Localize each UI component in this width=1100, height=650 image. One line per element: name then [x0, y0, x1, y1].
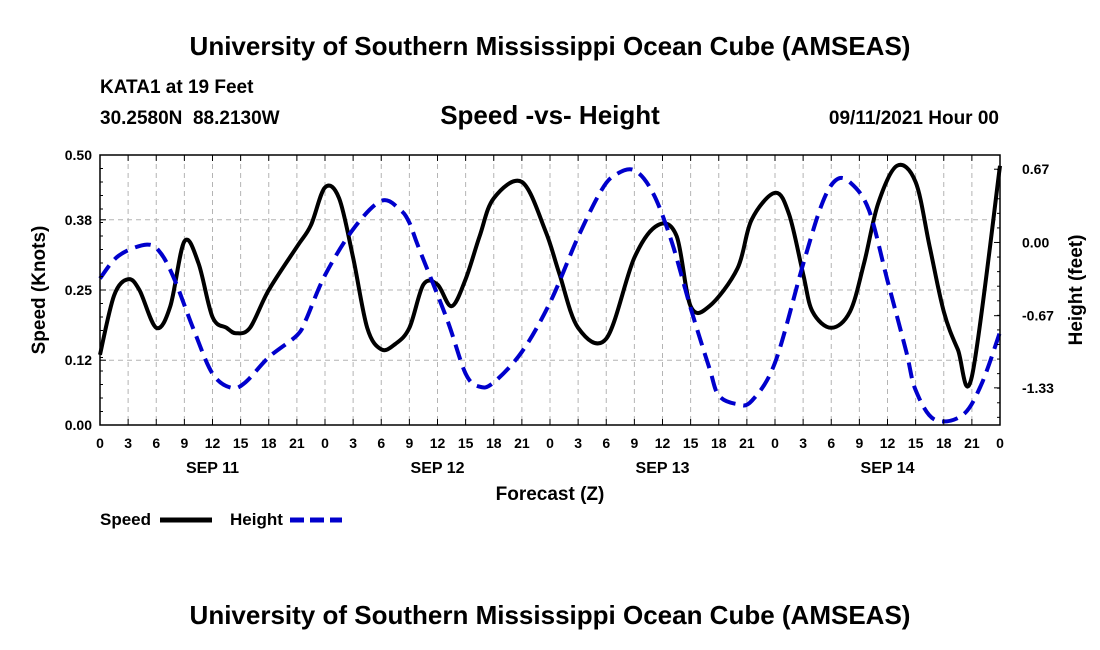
day-label: SEP 11	[186, 460, 239, 477]
x-tick-label: 21	[514, 435, 530, 451]
x-tick-label: 12	[880, 435, 896, 451]
x-tick-label: 12	[205, 435, 221, 451]
day-label: SEP 13	[636, 460, 690, 477]
x-tick-label: 0	[771, 435, 779, 451]
x-axis-label: Forecast (Z)	[496, 484, 605, 505]
legend-speed-label: Speed	[100, 510, 151, 529]
y-tick-label: 0.00	[65, 417, 92, 433]
x-tick-label: 15	[458, 435, 474, 451]
footer-title: University of Southern Mississippi Ocean…	[190, 600, 911, 630]
y2-tick-label: 0.67	[1022, 161, 1049, 177]
x-tick-label: 15	[233, 435, 249, 451]
x-tick-label: 21	[289, 435, 305, 451]
y-tick-label: 0.50	[65, 147, 92, 163]
x-tick-label: 0	[996, 435, 1004, 451]
x-tick-label: 3	[799, 435, 807, 451]
x-tick-label: 3	[349, 435, 357, 451]
day-label: SEP 12	[411, 460, 465, 477]
x-tick-label: 9	[630, 435, 638, 451]
station-line: KATA1 at 19 Feet	[100, 77, 254, 98]
datetime-label: 09/11/2021 Hour 00	[829, 108, 999, 129]
y-axis-label: Speed (Knots)	[29, 226, 50, 355]
x-tick-label: 12	[430, 435, 446, 451]
x-tick-label: 12	[655, 435, 671, 451]
x-tick-label: 6	[827, 435, 835, 451]
day-label: SEP 14	[861, 460, 915, 477]
x-tick-label: 0	[321, 435, 329, 451]
legend-height-label: Height	[230, 510, 283, 529]
y2-tick-label: -0.67	[1022, 308, 1054, 324]
x-tick-label: 9	[405, 435, 413, 451]
x-tick-label: 18	[711, 435, 727, 451]
header-title: University of Southern Mississippi Ocean…	[190, 31, 911, 61]
x-tick-label: 18	[936, 435, 952, 451]
x-tick-label: 9	[855, 435, 863, 451]
x-tick-label: 18	[261, 435, 277, 451]
plot-series	[98, 162, 1002, 424]
x-tick-label: 0	[96, 435, 104, 451]
x-tick-label: 3	[574, 435, 582, 451]
y2-tick-label: -1.33	[1022, 380, 1054, 396]
plot-grid	[100, 155, 1000, 425]
height-series-line	[98, 167, 1002, 424]
speed-series-line	[98, 162, 1002, 389]
legend: Speed Height	[100, 510, 342, 529]
plot-ticks: 0 3 6 9 12 15 18 21 0 3 6 9 12 15 18 21 0 3 6 9 12 15 18 21 0 3 6 9…	[65, 147, 1054, 477]
y2-axis-label: Height (feet)	[1066, 235, 1087, 346]
y-tick-label: 0.12	[65, 352, 92, 368]
coords-line: 30.2580N 88.2130W	[100, 108, 280, 129]
chart-title: Speed -vs- Height	[440, 100, 660, 130]
x-tick-label: 15	[683, 435, 699, 451]
x-tick-label: 6	[377, 435, 385, 451]
x-tick-label: 21	[964, 435, 980, 451]
x-tick-label: 15	[908, 435, 924, 451]
x-tick-label: 6	[152, 435, 160, 451]
y-tick-label: 0.25	[65, 282, 92, 298]
y2-tick-label: 0.00	[1022, 234, 1049, 250]
x-tick-label: 21	[739, 435, 755, 451]
x-tick-label: 0	[546, 435, 554, 451]
x-tick-label: 9	[180, 435, 188, 451]
y-tick-label: 0.38	[65, 212, 92, 228]
x-tick-label: 3	[124, 435, 132, 451]
x-tick-label: 6	[602, 435, 610, 451]
x-tick-label: 18	[486, 435, 502, 451]
